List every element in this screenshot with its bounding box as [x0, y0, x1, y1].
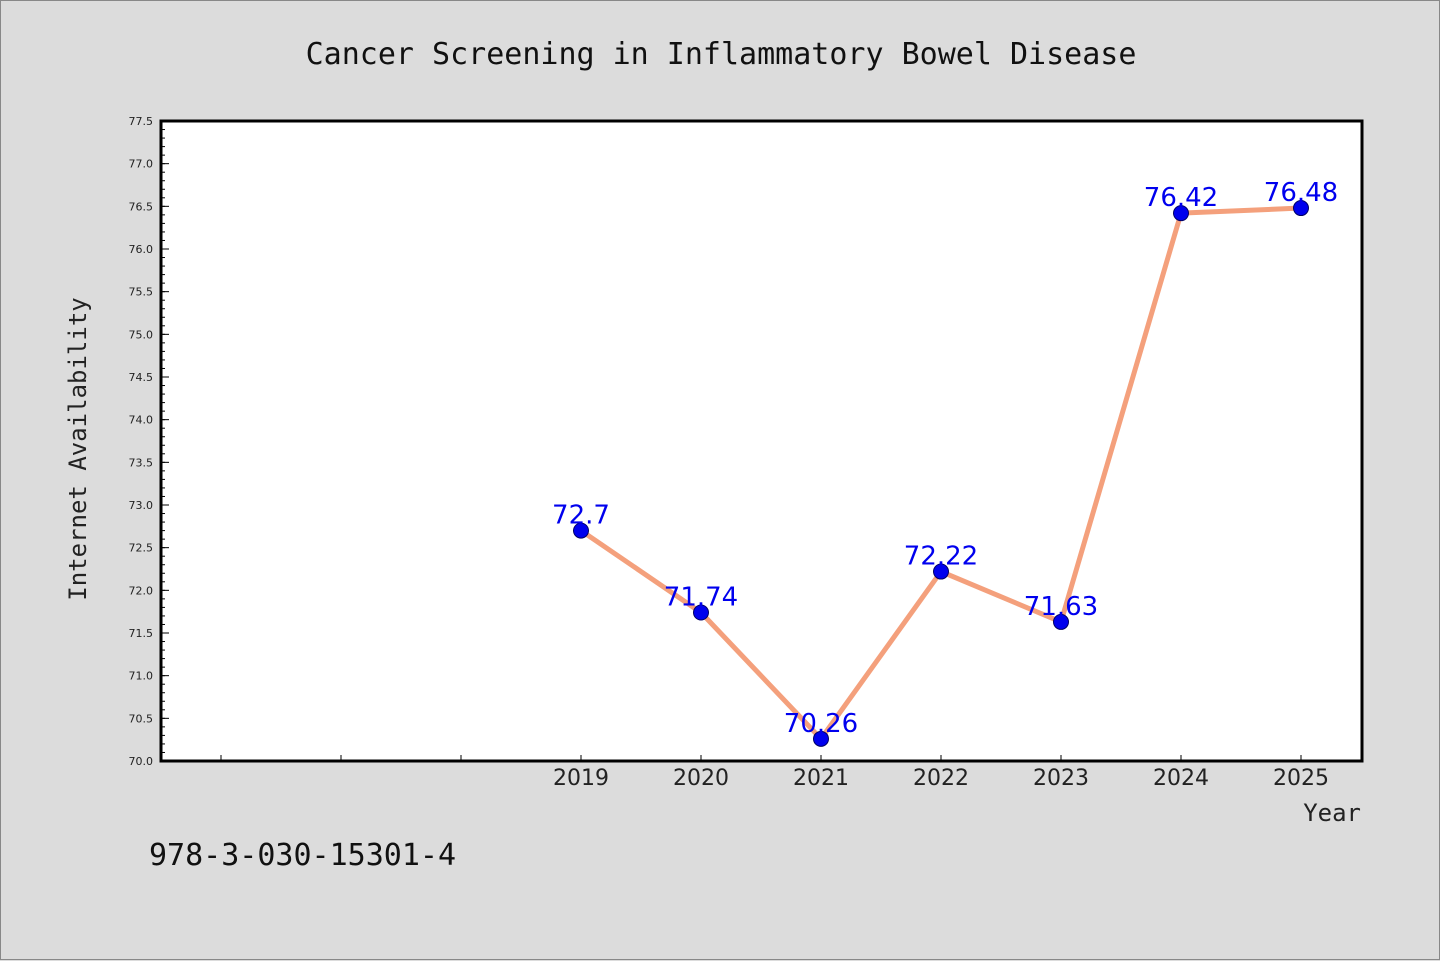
x-tick-label: 2021 — [793, 766, 849, 791]
data-point — [693, 604, 709, 621]
y-tick-label: 70.0 — [129, 755, 154, 768]
data-label: 70.26 — [784, 709, 858, 739]
y-axis: 70.0 70.5 71.0 71.5 72.0 72.5 73.0 73.5 74.0 74.5… — [129, 115, 169, 768]
y-tick-label: 71.5 — [129, 627, 154, 640]
y-tick-label: 72.5 — [129, 542, 154, 555]
x-axis-label: Year — [1303, 799, 1361, 827]
y-tick-label: 71.0 — [129, 670, 154, 683]
data-label-layer: 72.7 71.74 70.26 72.22 71.63 76.42 76.48 — [552, 178, 1338, 739]
x-tick-label: 2024 — [1153, 766, 1209, 791]
data-point — [1293, 200, 1309, 217]
x-tick-label: 2022 — [913, 766, 969, 791]
y-tick-label: 70.5 — [129, 712, 154, 725]
y-tick-label: 77.0 — [129, 158, 154, 171]
data-label: 76.48 — [1264, 178, 1338, 208]
data-point — [813, 730, 829, 747]
isbn-annotation: 978-3-030-15301-4 — [149, 838, 456, 873]
y-tick-label: 72.0 — [129, 584, 154, 597]
y-tick-label: 73.5 — [129, 456, 154, 469]
y-tick-label: 75.5 — [129, 286, 154, 299]
y-axis-label: Internet Availability — [64, 297, 92, 600]
y-tick-label: 73.0 — [129, 499, 154, 512]
series-layer — [573, 200, 1309, 747]
x-tick-label: 2025 — [1273, 766, 1329, 791]
y-tick-label: 76.5 — [129, 200, 154, 213]
data-point — [573, 522, 589, 539]
x-axis: 2019 2020 2021 2022 2023 2024 2025 — [220, 755, 1329, 791]
chart-title: Cancer Screening in Inflammatory Bowel D… — [306, 37, 1137, 72]
data-label: 76.42 — [1144, 183, 1218, 213]
data-label: 72.22 — [904, 542, 978, 572]
data-label: 71.63 — [1024, 592, 1098, 622]
data-label: 71.74 — [664, 583, 738, 613]
data-point — [933, 563, 949, 580]
x-tick-label: 2020 — [673, 766, 729, 791]
data-label: 72.7 — [552, 501, 610, 531]
x-tick-label: 2023 — [1033, 766, 1089, 791]
data-point — [1173, 205, 1189, 222]
y-tick-label: 74.5 — [129, 371, 154, 384]
y-tick-label: 74.0 — [129, 414, 154, 427]
plot-area — [159, 119, 1364, 763]
y-tick-label: 75.0 — [129, 328, 154, 341]
y-tick-label: 77.5 — [129, 115, 154, 128]
x-tick-label: 2019 — [553, 766, 609, 791]
y-tick-label: 76.0 — [129, 243, 154, 256]
data-point — [1053, 613, 1069, 630]
